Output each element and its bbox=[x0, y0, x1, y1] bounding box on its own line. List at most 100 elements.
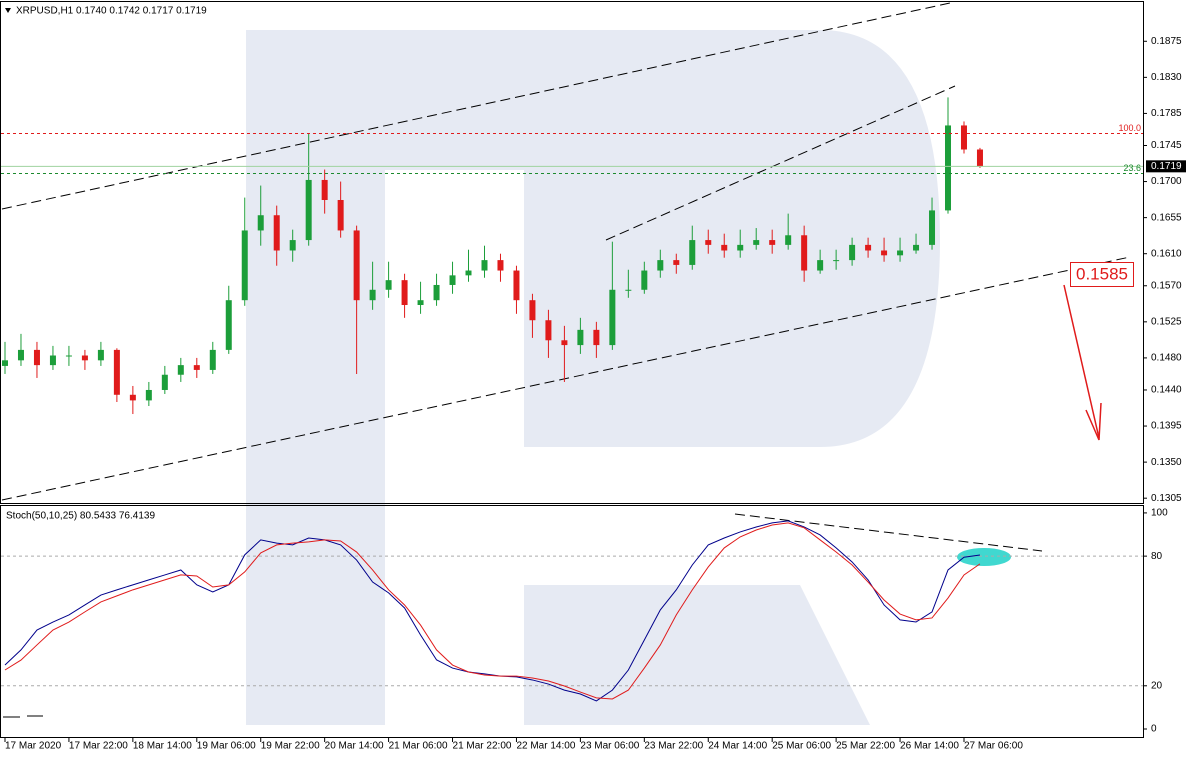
candle-body bbox=[465, 270, 472, 276]
candle-body bbox=[161, 374, 168, 390]
candle-body bbox=[241, 230, 248, 301]
y-tick-label: 0.1655 bbox=[1151, 212, 1182, 223]
candle-body bbox=[193, 365, 200, 370]
y-tick-label: 20 bbox=[1151, 680, 1163, 691]
candle-body bbox=[497, 260, 504, 271]
candle-body bbox=[97, 349, 104, 361]
y-tick-label: 0.1785 bbox=[1151, 108, 1182, 119]
y-tick-label: 80 bbox=[1151, 551, 1163, 562]
forecast-arrow bbox=[1063, 284, 1102, 441]
candle-body bbox=[113, 349, 120, 395]
trendline bbox=[605, 85, 956, 241]
y-tick-label: 0 bbox=[1151, 724, 1157, 735]
y-tick-label: 0.1440 bbox=[1151, 385, 1182, 396]
candle-body bbox=[817, 260, 824, 271]
candle-body bbox=[273, 215, 280, 251]
candle-body bbox=[753, 240, 760, 245]
y-tick-label: 0.1830 bbox=[1151, 72, 1182, 83]
candle-body bbox=[625, 289, 632, 291]
candle-body bbox=[289, 240, 296, 251]
candle-body bbox=[641, 270, 648, 290]
candle-body bbox=[865, 244, 872, 251]
x-tick-label: 22 Mar 14:00 bbox=[516, 741, 575, 752]
candle-body bbox=[705, 240, 712, 245]
candle-body bbox=[849, 244, 856, 261]
candle-body bbox=[785, 235, 792, 245]
y-tick-label: 0.1350 bbox=[1151, 457, 1182, 468]
candle-body bbox=[976, 149, 983, 167]
candle-body bbox=[321, 179, 328, 200]
candle-body bbox=[737, 244, 744, 251]
candle-body bbox=[257, 215, 264, 231]
stoch-header: Stoch(50,10,25) 80.5433 76.4139 bbox=[6, 511, 155, 522]
y-tick-label: 0.1875 bbox=[1151, 36, 1182, 47]
y-tick-label: 0.1700 bbox=[1151, 176, 1182, 187]
x-tick-label: 23 Mar 06:00 bbox=[580, 741, 639, 752]
candle-body bbox=[65, 355, 72, 357]
candle-body bbox=[833, 260, 840, 262]
candle-body bbox=[881, 250, 888, 256]
annotation-box bbox=[1070, 262, 1134, 287]
x-tick-label: 23 Mar 22:00 bbox=[644, 741, 703, 752]
stoch-panel-frame bbox=[0, 505, 1144, 738]
candle-body bbox=[369, 289, 376, 301]
x-tick-label: 25 Mar 22:00 bbox=[836, 741, 895, 752]
candle-body bbox=[81, 355, 88, 361]
candle-body bbox=[513, 270, 520, 301]
candle-body bbox=[657, 260, 664, 271]
candle-body bbox=[209, 349, 216, 370]
x-tick-label: 25 Mar 06:00 bbox=[772, 741, 831, 752]
candle-body bbox=[305, 179, 312, 241]
current-price-label: 0.1719 bbox=[1151, 161, 1182, 172]
candle-body bbox=[545, 320, 552, 341]
stoch-line bbox=[4, 520, 981, 702]
x-tick-label: 26 Mar 14:00 bbox=[900, 741, 959, 752]
y-tick-label: 0.1610 bbox=[1151, 248, 1182, 259]
candle-body bbox=[225, 300, 232, 350]
watermark-leg bbox=[524, 585, 870, 725]
candle-body bbox=[769, 240, 776, 245]
x-tick-label: 17 Mar 2020 bbox=[5, 741, 62, 752]
current-price-box bbox=[1146, 160, 1186, 173]
trendline bbox=[1, 256, 1131, 501]
x-tick-label: 21 Mar 22:00 bbox=[453, 741, 512, 752]
candle-body bbox=[129, 394, 136, 401]
candle-body bbox=[801, 235, 808, 271]
candle-body bbox=[33, 349, 40, 366]
highlight-ellipse bbox=[957, 548, 1011, 566]
stoch-line bbox=[4, 522, 981, 700]
candle-body bbox=[481, 260, 488, 271]
candle-body bbox=[609, 289, 616, 346]
candle-body bbox=[433, 284, 440, 301]
candle-body bbox=[960, 125, 967, 150]
x-tick-label: 17 Mar 22:00 bbox=[69, 741, 128, 752]
candle-body bbox=[17, 349, 24, 361]
x-tick-label: 21 Mar 06:00 bbox=[389, 741, 448, 752]
candle-body bbox=[561, 340, 568, 346]
trendline bbox=[734, 513, 1043, 552]
candle-body bbox=[721, 244, 728, 251]
y-tick-label: 0.1480 bbox=[1151, 353, 1182, 364]
x-tick-label: 27 Mar 06:00 bbox=[964, 741, 1023, 752]
candle-body bbox=[529, 300, 536, 321]
price-panel-frame bbox=[0, 1, 1144, 504]
y-tick-label: 0.1305 bbox=[1151, 493, 1182, 504]
y-tick-label: 100 bbox=[1151, 508, 1168, 519]
x-tick-label: 24 Mar 14:00 bbox=[708, 741, 767, 752]
candle-body bbox=[401, 280, 408, 306]
candle-body bbox=[577, 329, 584, 346]
watermark-bowl bbox=[385, 30, 940, 447]
price-header: XRPUSD,H1 0.1740 0.1742 0.1717 0.1719 bbox=[16, 6, 207, 17]
y-tick-label: 0.1395 bbox=[1151, 421, 1182, 432]
candle-body bbox=[929, 210, 936, 245]
candle-body bbox=[49, 355, 56, 366]
watermark bbox=[246, 30, 940, 725]
trendline bbox=[1, 2, 951, 210]
x-tick-label: 19 Mar 22:00 bbox=[261, 741, 320, 752]
candle-body bbox=[385, 280, 392, 290]
fib-level-label: 100.0 bbox=[1118, 123, 1141, 133]
candle-body bbox=[417, 300, 424, 306]
arrow-head bbox=[1085, 402, 1102, 441]
x-tick-label: 20 Mar 14:00 bbox=[325, 741, 384, 752]
